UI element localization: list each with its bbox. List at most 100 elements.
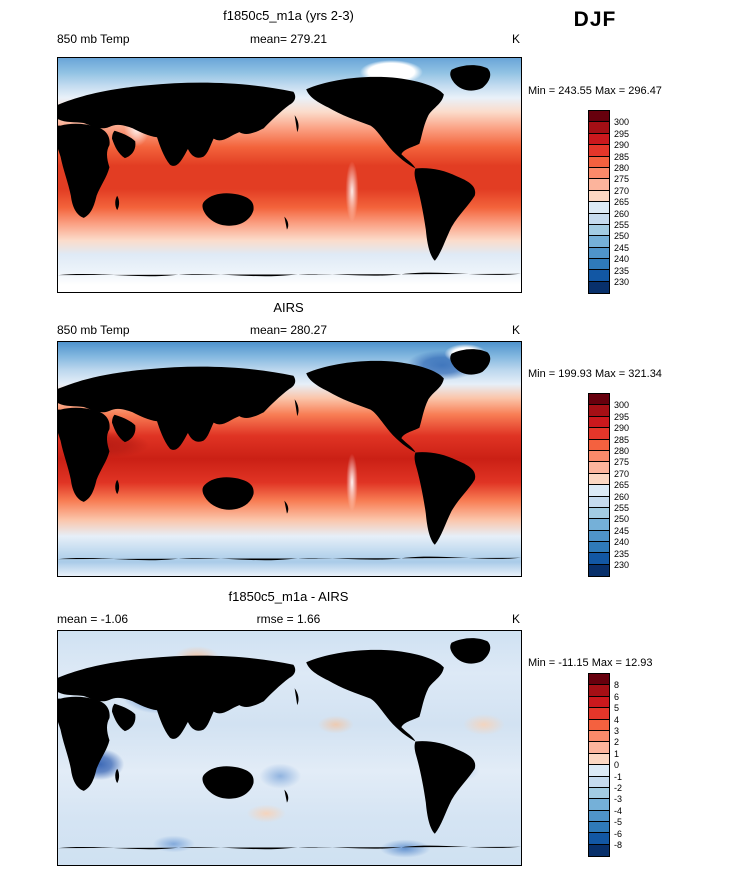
colorbar-swatch bbox=[589, 742, 609, 754]
colorbar-tick-label: -2 bbox=[614, 783, 623, 793]
colorbar-tick-label: 2 bbox=[614, 737, 620, 748]
colorbar-swatch bbox=[589, 507, 609, 520]
colorbar-tick-label: 245 bbox=[614, 242, 630, 253]
colorbar-tick-label: -8 bbox=[614, 840, 623, 850]
panel-difference: f1850c5_m1a - AIRS mean = -1.06 rmse = 1… bbox=[0, 589, 733, 872]
panel-label-row: 850 mb Temp mean= 280.27 K bbox=[57, 323, 520, 337]
panel-obs: AIRS 850 mb Temp mean= 280.27 K Min = 19… bbox=[0, 300, 733, 583]
colorbar-swatch bbox=[589, 416, 609, 429]
colorbar-swatch bbox=[589, 473, 609, 486]
colorbar-tick-label: 265 bbox=[614, 480, 630, 491]
colorbar-swatch bbox=[589, 167, 609, 180]
colorbar-swatch bbox=[589, 281, 609, 294]
colorbar-tick-label: 3 bbox=[614, 726, 620, 736]
colorbar-tick-label: 275 bbox=[614, 457, 630, 468]
panel-title: f1850c5_m1a (yrs 2-3) bbox=[223, 8, 354, 23]
colorbar-swatch bbox=[589, 133, 609, 146]
colorbar-tick-label: 260 bbox=[614, 491, 630, 502]
colorbar-tick-label: -4 bbox=[614, 805, 623, 816]
colorbar-tick-label: 230 bbox=[614, 560, 630, 570]
panel-model: f1850c5_m1a (yrs 2-3) 850 mb Temp mean= … bbox=[0, 8, 733, 295]
colorbar-swatch bbox=[589, 776, 609, 788]
colorbar-swatch bbox=[589, 428, 609, 440]
colorbar-swatch bbox=[589, 496, 609, 508]
colorbar-tick-label: 270 bbox=[614, 185, 630, 196]
colorbar-tick-label: 8 bbox=[614, 680, 620, 691]
colorbar-tick-label: 240 bbox=[614, 537, 630, 548]
colorbar-swatch bbox=[589, 122, 609, 134]
colorbar-swatch bbox=[589, 179, 609, 191]
colorbar-tick-label: 290 bbox=[614, 140, 630, 151]
colorbar-swatch bbox=[589, 685, 609, 697]
colorbar-tick-label: 285 bbox=[614, 434, 630, 445]
colorbar-tick-label: 295 bbox=[614, 128, 630, 139]
colorbar-tick-label: 250 bbox=[614, 231, 630, 242]
colorbar-swatch bbox=[589, 259, 609, 271]
colorbar-swatch bbox=[589, 462, 609, 474]
colorbar-swatch bbox=[589, 405, 609, 417]
colorbar-tick-label: 5 bbox=[614, 703, 620, 714]
colorbar-tick-label: 270 bbox=[614, 468, 630, 479]
colorbar-swatch bbox=[589, 844, 609, 857]
mean-label: mean= 279.21 bbox=[249, 32, 328, 46]
colorbar-swatch bbox=[589, 247, 609, 260]
colorbar-swatch bbox=[589, 519, 609, 531]
colorbar-tick-label: 280 bbox=[614, 163, 630, 173]
colorbar-tick-label: 265 bbox=[614, 197, 630, 208]
colorbar-swatch bbox=[589, 730, 609, 743]
colorbar-tick-label: 290 bbox=[614, 423, 630, 434]
colorbar-swatch bbox=[589, 213, 609, 225]
colorbar-swatch bbox=[589, 485, 609, 497]
colorbar-tick-label: 245 bbox=[614, 525, 630, 536]
variable-label: 850 mb Temp bbox=[57, 323, 130, 337]
colorbar-tick-label: 4 bbox=[614, 714, 620, 725]
colorbar-tick-label: 235 bbox=[614, 548, 630, 559]
season-label: DJF bbox=[573, 8, 617, 31]
colorbar-tick-label: 255 bbox=[614, 220, 630, 230]
colorbar-swatch bbox=[589, 111, 609, 123]
rmse-label: rmse = 1.66 bbox=[256, 612, 321, 626]
colorbar-tick-label: 260 bbox=[614, 208, 630, 219]
coastline-overlay bbox=[58, 638, 521, 850]
colorbar-swatch bbox=[589, 190, 609, 203]
mean-label: mean= 280.27 bbox=[249, 323, 328, 337]
panel-title: f1850c5_m1a - AIRS bbox=[228, 589, 349, 604]
colorbar-tick-label: 0 bbox=[614, 760, 620, 771]
colorbar-tick-label: -1 bbox=[614, 771, 623, 782]
colorbar-swatch bbox=[589, 394, 609, 406]
colorbar-tick-label: 295 bbox=[614, 411, 630, 422]
colorbar-swatch bbox=[589, 542, 609, 554]
colorbar-tick-label: 280 bbox=[614, 446, 630, 456]
colorbar-swatch bbox=[589, 439, 609, 451]
colorbar-swatch bbox=[589, 202, 609, 214]
map-model bbox=[57, 57, 522, 293]
map-difference bbox=[57, 630, 522, 866]
colorbar-swatch bbox=[589, 156, 609, 168]
colorbar-swatch bbox=[589, 270, 609, 282]
minmax-label: Min = 243.55 Max = 296.47 bbox=[528, 85, 662, 97]
colorbar-tick-label: 235 bbox=[614, 265, 630, 276]
coastline-overlay bbox=[58, 65, 521, 277]
colorbar-swatch bbox=[589, 564, 609, 577]
colorbar-swatch bbox=[589, 753, 609, 766]
colorbar-swatch bbox=[589, 833, 609, 845]
colorbar-tick-label: -3 bbox=[614, 794, 623, 805]
units-label: K bbox=[511, 32, 520, 46]
map-obs bbox=[57, 341, 522, 577]
colorbar-swatch bbox=[589, 708, 609, 720]
colorbar-tick-label: 300 bbox=[614, 117, 630, 128]
colorbar-tick-label: 300 bbox=[614, 400, 630, 411]
units-label: K bbox=[511, 323, 520, 337]
colorbar-tick-label: 1 bbox=[614, 748, 620, 759]
colorbar-tick-label: -6 bbox=[614, 828, 623, 839]
colorbar-swatch bbox=[589, 530, 609, 543]
colorbar-swatch bbox=[589, 719, 609, 731]
colorbar-swatch bbox=[589, 145, 609, 157]
colorbar-tick-label: 250 bbox=[614, 514, 630, 525]
mean-label: mean = -1.06 bbox=[57, 612, 129, 626]
colorbar-tick-label: 6 bbox=[614, 691, 620, 702]
colorbar-difference: 8 6 5 4 3 2 1 0 -1 -2 -3 -4 -5 -6 -8 bbox=[588, 673, 622, 858]
colorbar-swatch bbox=[589, 765, 609, 777]
panel-label-row: 850 mb Temp mean= 279.21 K bbox=[57, 32, 520, 46]
colorbar-tick-label: 230 bbox=[614, 277, 630, 287]
